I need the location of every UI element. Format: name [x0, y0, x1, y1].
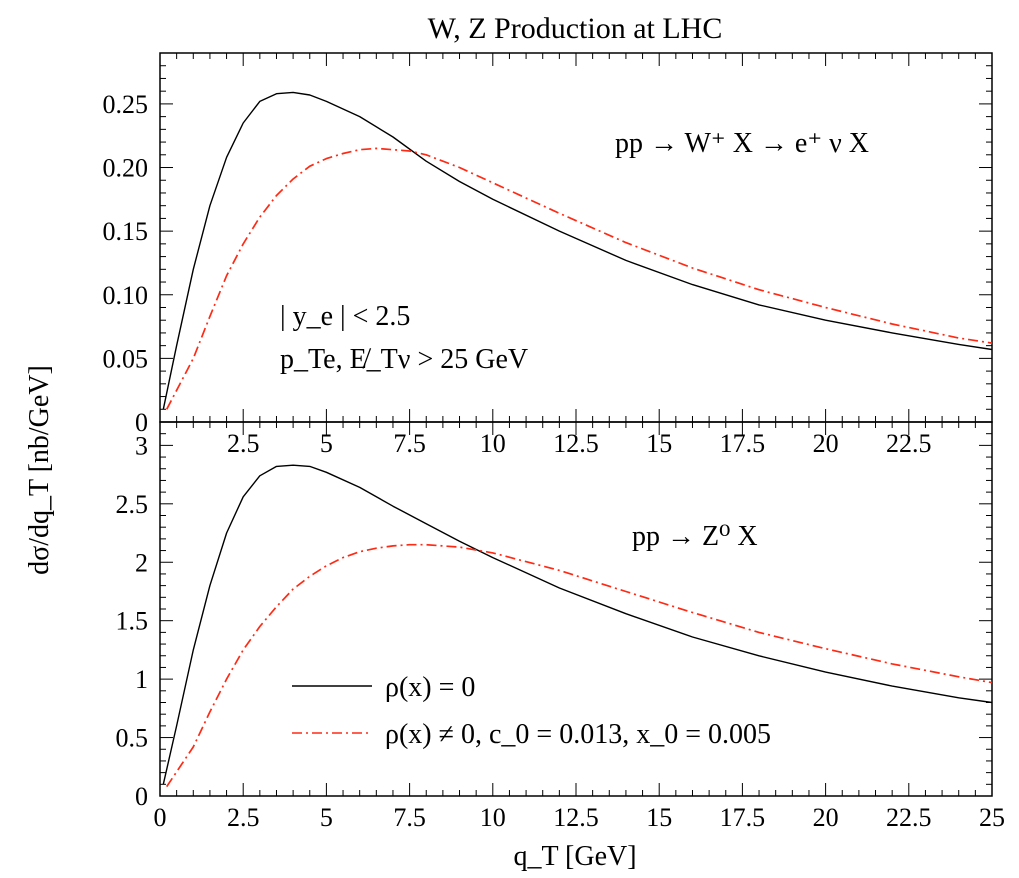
top-cut-pt: p_Te, E̸_Tν > 25 GeV	[280, 344, 528, 375]
legend-label-nonzero: ρ(x) ≠ 0, c_0 = 0.013, x_0 = 0.005	[385, 719, 771, 750]
panel-bottom: 0 2.5 5 7.5 10 12.5 15 17.5 20 22.5 2500.511.522.5…	[116, 421, 1005, 832]
x-axis-label: q_T [GeV]	[513, 841, 636, 872]
x-tick-label: 17.5	[720, 803, 766, 832]
series-line-zero	[162, 91, 992, 410]
y-tick-label: 0.5	[116, 724, 149, 753]
y-tick-label: 2	[135, 548, 148, 577]
chart-title: W, Z Production at LHC	[428, 12, 723, 45]
x-tick-label: 15	[646, 803, 672, 832]
x-tick-label: 10	[480, 803, 506, 832]
x-tick-label: 22.5	[886, 803, 932, 832]
y-tick-label: 0.05	[103, 344, 149, 373]
x-tick-label: 5	[320, 429, 333, 458]
x-tick-label: 0	[154, 803, 167, 832]
y-axis-label: dσ/dq_T [nb/GeV]	[24, 365, 55, 575]
x-tick-label: 20	[813, 803, 839, 832]
bottom-process-label: pp → Z⁰ X	[632, 521, 758, 552]
y-tick-label: 0.20	[103, 154, 149, 183]
series-line-nonzero	[165, 543, 992, 788]
y-tick-label: 3	[135, 431, 148, 460]
y-tick-label: 0	[135, 782, 148, 811]
y-tick-label: 0.25	[103, 90, 149, 119]
top-cut-rapidity: | y_e | < 2.5	[280, 301, 410, 332]
legend-label-zero: ρ(x) = 0	[385, 672, 475, 703]
y-tick-label: 0.10	[103, 281, 149, 310]
y-tick-label: 2.5	[116, 490, 149, 519]
y-tick-label: 1.5	[116, 607, 149, 636]
panel-top: 2.5 5 7.5 10 12.5 15 17.5 20 22.500.050.100.150.…	[103, 52, 993, 458]
x-tick-label: 7.5	[393, 803, 426, 832]
x-tick-label: 5	[320, 803, 333, 832]
top-process-label: pp → W⁺ X → e⁺ ν X	[615, 128, 869, 159]
y-tick-label: 1	[135, 665, 148, 694]
series-line-nonzero	[165, 147, 992, 410]
legend: ρ(x) = 0 ρ(x) ≠ 0, c_0 = 0.013, x_0 = 0.…	[292, 672, 771, 750]
x-tick-label: 2.5	[227, 803, 260, 832]
x-tick-label: 12.5	[553, 803, 599, 832]
y-tick-label: 0.15	[103, 217, 149, 246]
series-line-zero	[162, 464, 992, 785]
x-tick-label: 25	[979, 803, 1005, 832]
y-tick-label: 0	[135, 408, 148, 437]
